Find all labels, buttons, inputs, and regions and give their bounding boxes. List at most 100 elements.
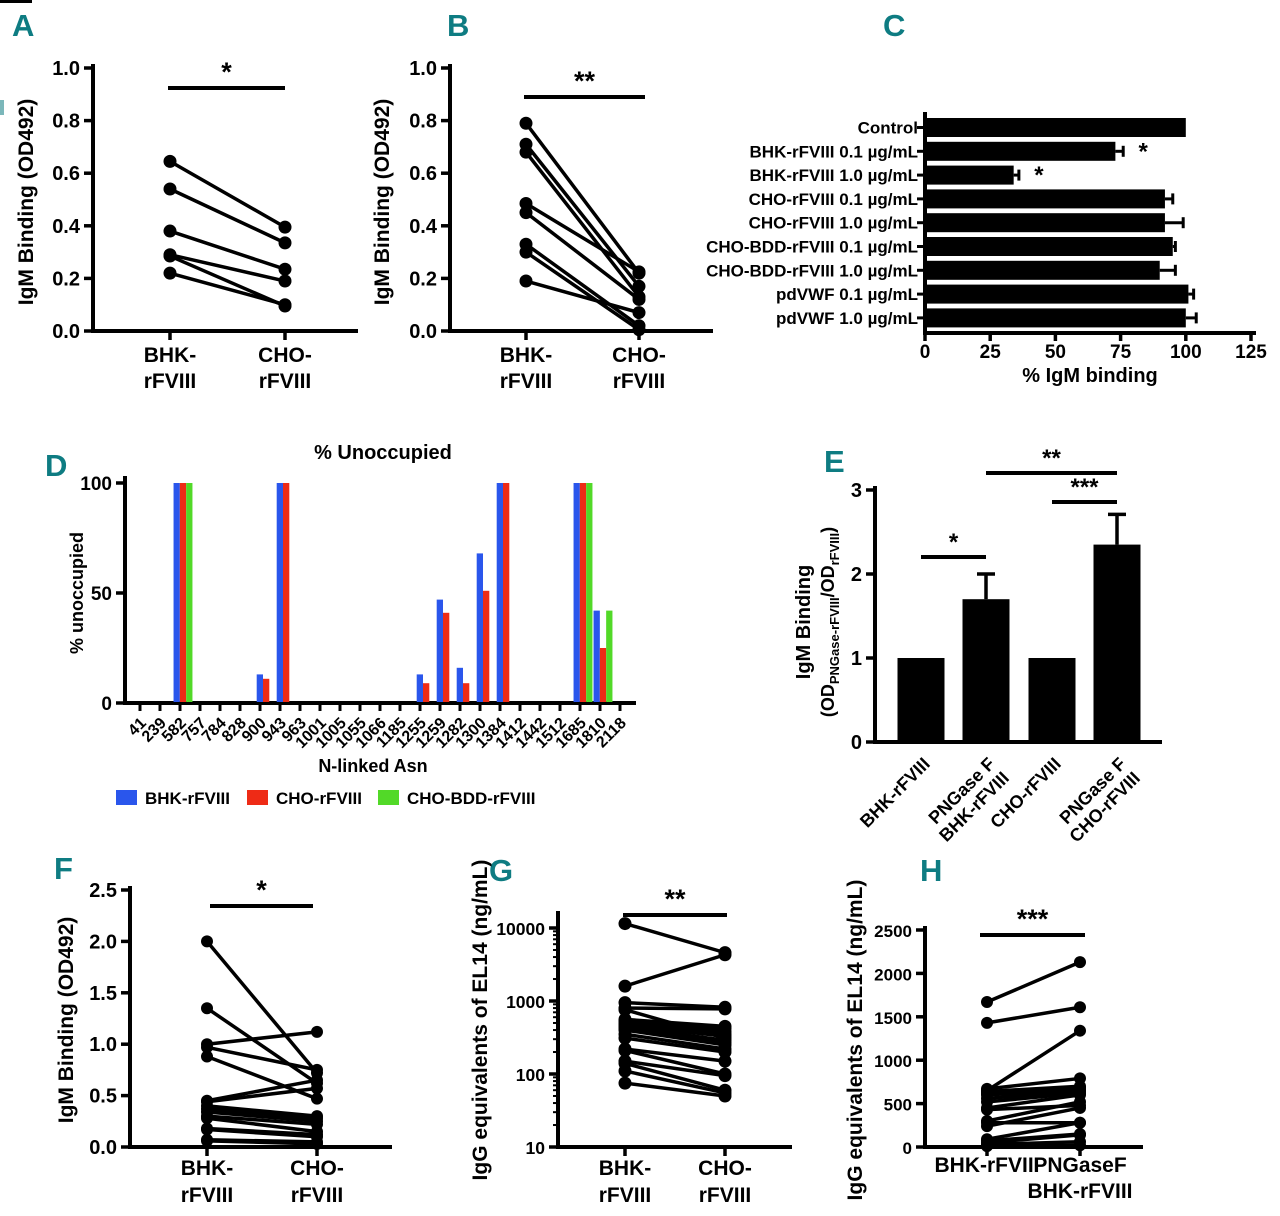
svg-text:*: * xyxy=(256,875,267,905)
svg-text:BHK-: BHK- xyxy=(500,344,553,367)
svg-text:0: 0 xyxy=(851,732,862,754)
svg-text:rFVIII: rFVIII xyxy=(613,370,666,393)
svg-text:2500: 2500 xyxy=(874,922,912,941)
svg-text:**: ** xyxy=(1042,445,1061,472)
svg-text:CHO-BDD-rFVIII 1.0 µg/mL: CHO-BDD-rFVIII 1.0 µg/mL xyxy=(706,261,918,280)
svg-text:IgM Binding (OD492): IgM Binding (OD492) xyxy=(55,917,78,1124)
svg-text:CHO-BDD-rFVIII: CHO-BDD-rFVIII xyxy=(407,789,535,808)
svg-text:2000: 2000 xyxy=(874,965,912,984)
panel-letter-g: G xyxy=(489,853,514,888)
svg-text:10000: 10000 xyxy=(496,919,545,939)
svg-text:CHO-BDD-rFVIII 0.1 µg/mL: CHO-BDD-rFVIII 0.1 µg/mL xyxy=(706,238,918,257)
panel-letter-e: E xyxy=(824,444,845,479)
svg-text:0.4: 0.4 xyxy=(409,216,438,238)
svg-text:2: 2 xyxy=(851,564,862,586)
svg-text:pdVWF 0.1 µg/mL: pdVWF 0.1 µg/mL xyxy=(776,285,918,304)
svg-text:(ODPNGase-rFVIII/ODrFVIII): (ODPNGase-rFVIII/ODrFVIII) xyxy=(818,527,842,717)
svg-text:1000: 1000 xyxy=(506,992,545,1012)
panel-letter-a: A xyxy=(12,8,35,43)
svg-text:10: 10 xyxy=(526,1138,546,1158)
svg-text:BHK-: BHK- xyxy=(181,1157,234,1180)
svg-text:**: ** xyxy=(664,884,686,914)
svg-text:% Unoccupied: % Unoccupied xyxy=(314,442,452,464)
svg-text:1.0: 1.0 xyxy=(52,58,80,80)
svg-text:rFVIII: rFVIII xyxy=(291,1184,344,1207)
svg-text:rFVIII: rFVIII xyxy=(181,1184,234,1207)
svg-text:rFVIII: rFVIII xyxy=(599,1184,652,1207)
svg-text:***: *** xyxy=(1017,904,1049,934)
panel-letter-d: D xyxy=(45,448,68,483)
svg-text:0.2: 0.2 xyxy=(409,268,437,290)
svg-text:rFVIII: rFVIII xyxy=(144,370,197,393)
panel-letter-b: B xyxy=(447,8,470,43)
svg-text:BHK-: BHK- xyxy=(144,344,197,367)
svg-text:0.8: 0.8 xyxy=(409,111,437,133)
svg-text:CHO-rFVIII 0.1 µg/mL: CHO-rFVIII 0.1 µg/mL xyxy=(749,190,918,209)
svg-text:0.4: 0.4 xyxy=(52,216,81,238)
svg-text:CHO-rFVIII: CHO-rFVIII xyxy=(276,789,362,808)
scan-artifact-top xyxy=(0,0,32,3)
svg-text:rFVIII: rFVIII xyxy=(259,370,312,393)
svg-text:PNGase FCHO-rFVIII: PNGase FCHO-rFVIII xyxy=(1051,754,1144,847)
svg-text:*: * xyxy=(1139,138,1149,165)
svg-text:75: 75 xyxy=(1110,342,1132,363)
svg-text:% IgM binding: % IgM binding xyxy=(1022,365,1158,387)
svg-text:3: 3 xyxy=(851,480,862,502)
svg-text:**: ** xyxy=(574,66,596,96)
svg-text:0: 0 xyxy=(101,694,112,715)
svg-text:CHO-: CHO- xyxy=(612,344,666,367)
svg-text:0.8: 0.8 xyxy=(52,111,80,133)
svg-text:BHK-rFVIII: BHK-rFVIII xyxy=(856,754,934,832)
svg-text:0.0: 0.0 xyxy=(52,321,80,343)
svg-text:rFVIII: rFVIII xyxy=(500,370,553,393)
svg-text:BHK-rFVIII 1.0 µg/mL: BHK-rFVIII 1.0 µg/mL xyxy=(750,166,918,185)
scan-artifact-left xyxy=(0,100,4,115)
svg-text:2.0: 2.0 xyxy=(89,931,117,953)
svg-text:0: 0 xyxy=(920,342,931,363)
svg-text:0.5: 0.5 xyxy=(89,1086,117,1108)
svg-text:CHO-: CHO- xyxy=(698,1157,752,1180)
svg-text:50: 50 xyxy=(91,584,112,605)
svg-text:1000: 1000 xyxy=(874,1052,912,1071)
svg-text:IgG equivalents of EL14 (ng/mL: IgG equivalents of EL14 (ng/mL) xyxy=(844,880,867,1201)
svg-text:0.6: 0.6 xyxy=(409,163,437,185)
svg-text:N-linked Asn: N-linked Asn xyxy=(318,756,427,776)
svg-text:0.0: 0.0 xyxy=(89,1137,117,1159)
svg-text:IgM Binding (OD492): IgM Binding (OD492) xyxy=(15,99,38,306)
svg-text:1.5: 1.5 xyxy=(89,983,117,1005)
svg-text:50: 50 xyxy=(1045,342,1066,363)
svg-text:100: 100 xyxy=(1170,342,1202,363)
svg-text:0.2: 0.2 xyxy=(52,268,80,290)
svg-text:100: 100 xyxy=(80,474,112,495)
panel-letter-f: F xyxy=(54,851,73,886)
svg-text:0.6: 0.6 xyxy=(52,163,80,185)
svg-text:125: 125 xyxy=(1235,342,1267,363)
svg-text:rFVIII: rFVIII xyxy=(699,1184,752,1207)
svg-text:Control: Control xyxy=(858,119,918,138)
svg-text:1: 1 xyxy=(851,648,862,670)
svg-text:*: * xyxy=(1034,162,1044,189)
svg-text:0: 0 xyxy=(903,1139,912,1158)
svg-text:% unoccupied: % unoccupied xyxy=(67,532,87,654)
svg-text:CHO-: CHO- xyxy=(258,344,312,367)
svg-text:100: 100 xyxy=(516,1065,545,1085)
svg-text:1500: 1500 xyxy=(874,1009,912,1028)
svg-text:25: 25 xyxy=(980,342,1002,363)
svg-text:IgM Binding (OD492): IgM Binding (OD492) xyxy=(371,99,394,306)
svg-text:*: * xyxy=(221,57,232,87)
svg-text:IgM Binding: IgM Binding xyxy=(793,565,815,679)
svg-text:BHK-rFVIII 0.1 µg/mL: BHK-rFVIII 0.1 µg/mL xyxy=(750,142,918,161)
panel-letter-h: H xyxy=(920,853,943,888)
svg-text:2.5: 2.5 xyxy=(89,880,117,902)
svg-text:BHK-rFVIII: BHK-rFVIII xyxy=(145,789,230,808)
svg-text:1.0: 1.0 xyxy=(409,58,437,80)
svg-text:CHO-rFVIII 1.0 µg/mL: CHO-rFVIII 1.0 µg/mL xyxy=(749,214,918,233)
svg-text:pdVWF 1.0 µg/mL: pdVWF 1.0 µg/mL xyxy=(776,309,918,328)
svg-text:*: * xyxy=(949,529,959,556)
svg-text:IgG equivalents of EL14 (ng/mL: IgG equivalents of EL14 (ng/mL) xyxy=(469,860,492,1181)
svg-text:500: 500 xyxy=(884,1096,912,1115)
panel-letter-c: C xyxy=(883,8,906,43)
svg-text:BHK-: BHK- xyxy=(599,1157,652,1180)
svg-text:BHK-rFVIII: BHK-rFVIII xyxy=(935,1154,1040,1177)
